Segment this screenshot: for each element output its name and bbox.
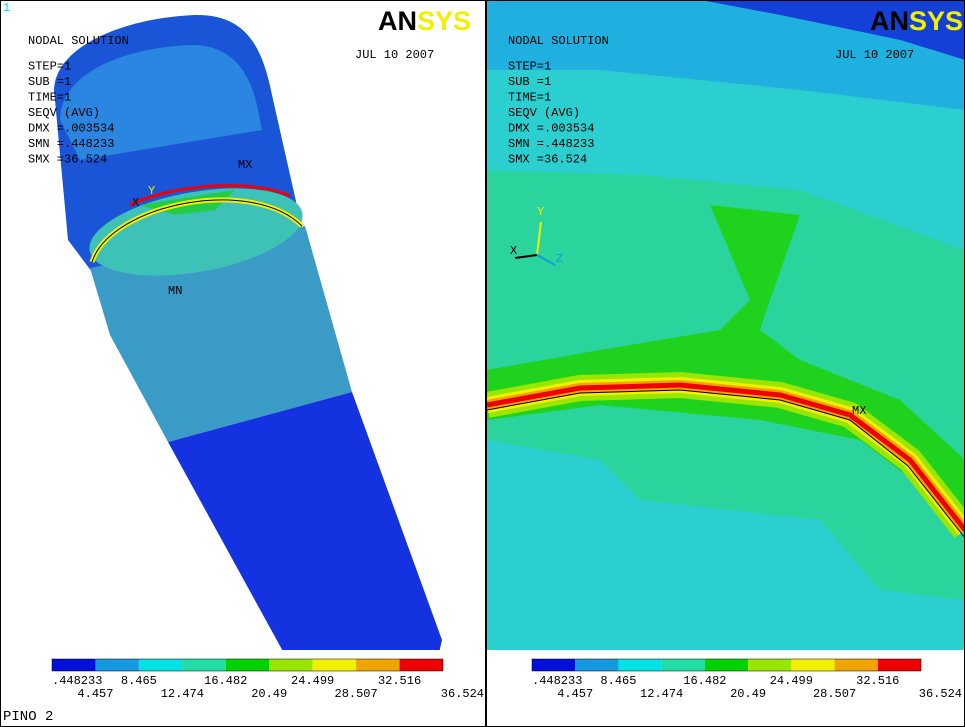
legend-label: 36.524 (441, 687, 484, 701)
legend-label: 20.49 (730, 687, 766, 701)
legend-swatch (313, 659, 356, 671)
legend-label: 32.516 (856, 674, 899, 688)
marker-label: MN (168, 284, 182, 298)
marker-label: MX (238, 158, 252, 172)
ansys-logo: ANSYS (378, 6, 471, 36)
logo-part: SYS (417, 6, 471, 36)
legend-swatch (575, 659, 618, 671)
date: JUL 10 2007 (835, 48, 914, 62)
axis-label: Y (537, 205, 544, 219)
axis-label: X (510, 244, 517, 258)
left-model (54, 15, 442, 704)
legend-swatch (52, 659, 95, 671)
info-line: SUB =1 (28, 75, 71, 89)
legend-label: 8.465 (600, 674, 636, 688)
logo-part: SYS (909, 6, 963, 36)
axis-label: Y (148, 184, 155, 198)
info-line: SMX =36.524 (28, 153, 107, 167)
marker-label: MX (852, 404, 866, 418)
legend-swatch (356, 659, 399, 671)
info-line: DMX =.003534 (508, 122, 594, 136)
legend-label: 24.499 (770, 674, 813, 688)
info-line: SEQV (AVG) (508, 106, 580, 120)
info-line: NODAL SOLUTION (28, 34, 129, 48)
info-line: SMN =.448233 (28, 137, 114, 151)
legend-swatch (226, 659, 269, 671)
info-line: TIME=1 (508, 91, 551, 105)
legend-label: 28.507 (335, 687, 378, 701)
legend-label: 32.516 (378, 674, 421, 688)
legend-label: 4.457 (557, 687, 593, 701)
legend-label: 12.474 (161, 687, 204, 701)
legend-label: .448233 (532, 674, 582, 688)
legend-label: 20.49 (251, 687, 287, 701)
legend-swatch (835, 659, 878, 671)
legend-label: 4.457 (77, 687, 113, 701)
legend-label: .448233 (52, 674, 102, 688)
legend-swatch (95, 659, 138, 671)
legend-swatch (400, 659, 443, 671)
legend-swatch (662, 659, 705, 671)
ansys-logo: ANSYS (870, 6, 963, 36)
legend-swatch (791, 659, 834, 671)
info-line: DMX =.003534 (28, 122, 114, 136)
legend-swatch (748, 659, 791, 671)
info-line: STEP=1 (28, 60, 71, 74)
legend-swatch (182, 659, 225, 671)
legend-label: 16.482 (204, 674, 247, 688)
legend-swatch (618, 659, 661, 671)
legend-label: 12.474 (640, 687, 683, 701)
info-line: SMN =.448233 (508, 137, 594, 151)
window-number: 1 (3, 1, 10, 15)
legend-label: 36.524 (919, 687, 962, 701)
info-line: NODAL SOLUTION (508, 34, 609, 48)
legend-label: 28.507 (813, 687, 856, 701)
legend-label: 16.482 (683, 674, 726, 688)
footer-label: PINO 2 (3, 709, 53, 725)
legend-swatch (705, 659, 748, 671)
legend-label: 24.499 (291, 674, 334, 688)
ansys-screen: 1 PINO 2 ANSYSJUL 10 2007NODAL SOLUTIONS… (0, 0, 965, 727)
axis-label: X (132, 196, 139, 210)
legend-swatch (878, 659, 921, 671)
info-line: TIME=1 (28, 91, 71, 105)
logo-part: AN (378, 6, 417, 36)
info-line: SMX =36.524 (508, 153, 587, 167)
date: JUL 10 2007 (355, 48, 434, 62)
legend-label: 8.465 (121, 674, 157, 688)
info-line: STEP=1 (508, 60, 551, 74)
info-line: SEQV (AVG) (28, 106, 100, 120)
legend-swatch (532, 659, 575, 671)
legend-swatch (139, 659, 182, 671)
axis-label: Z (556, 252, 563, 266)
right-model (487, 0, 965, 650)
info-line: SUB =1 (508, 75, 551, 89)
legend-swatch (269, 659, 312, 671)
logo-part: AN (870, 6, 909, 36)
